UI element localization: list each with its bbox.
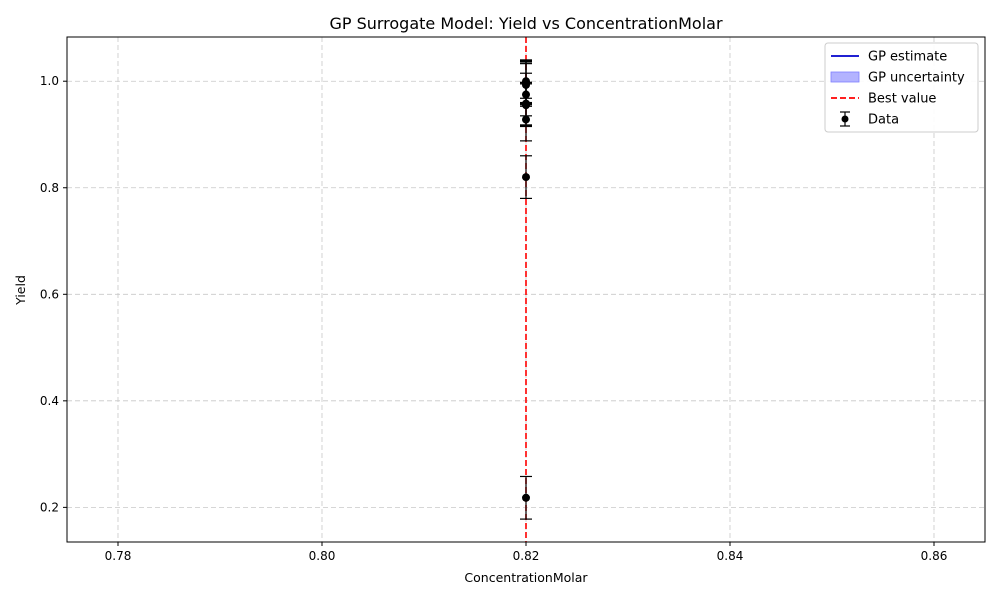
x-tick-label: 0.82 xyxy=(513,549,540,563)
data-marker xyxy=(522,493,530,502)
y-tick-label: 0.4 xyxy=(40,394,59,408)
legend-label: GP estimate xyxy=(868,50,947,65)
chart-title: GP Surrogate Model: Yield vs Concentrati… xyxy=(329,14,723,33)
data-marker xyxy=(522,173,530,182)
legend-swatch-patch xyxy=(830,71,860,83)
legend-item: GP estimate xyxy=(831,50,947,65)
legend-item: GP uncertainty xyxy=(830,71,965,86)
legend-label: GP uncertainty xyxy=(868,71,965,86)
y-tick-label: 0.2 xyxy=(40,500,59,514)
legend-label: Best value xyxy=(868,92,936,107)
y-axis-label: Yield xyxy=(13,275,28,306)
data-marker xyxy=(522,77,530,86)
x-tick-label: 0.86 xyxy=(921,549,948,563)
x-axis-ticks: 0.78 0.80 0.82 0.84 0.86 xyxy=(105,542,948,563)
x-tick-label: 0.78 xyxy=(105,549,132,563)
data-points xyxy=(520,59,532,520)
data-point xyxy=(520,475,532,520)
legend-item: Data xyxy=(840,111,899,128)
x-tick-label: 0.84 xyxy=(717,549,744,563)
data-point xyxy=(520,59,532,104)
data-point xyxy=(520,155,532,200)
y-tick-label: 0.6 xyxy=(40,287,59,301)
x-tick-label: 0.80 xyxy=(309,549,336,563)
y-tick-label: 0.8 xyxy=(40,181,59,195)
legend-box xyxy=(824,42,979,133)
legend: GP estimate GP uncertainty Best value Data xyxy=(824,42,979,133)
x-axis-label: ConcentrationMolar xyxy=(464,570,588,585)
legend-label: Data xyxy=(868,113,899,128)
legend-swatch-marker xyxy=(841,115,849,123)
legend-item: Best value xyxy=(831,92,936,107)
y-tick-label: 1.0 xyxy=(40,74,59,88)
y-axis-ticks: 0.2 0.4 0.6 0.8 1.0 xyxy=(40,74,67,514)
